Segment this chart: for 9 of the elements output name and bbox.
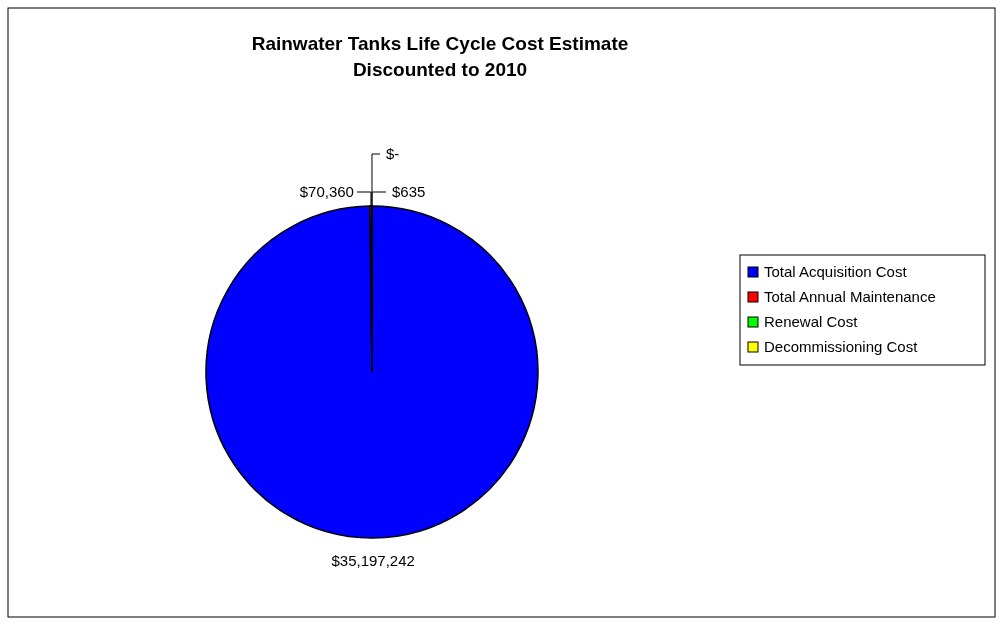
chart-title: Rainwater Tanks Life Cycle Cost Estimate Discounted to 2010 <box>251 33 629 80</box>
legend-label: Total Annual Maintenance <box>764 288 936 305</box>
legend-label: Total Acquisition Cost <box>764 263 908 280</box>
text: $- <box>385 145 400 162</box>
data-label: $35,197,242 <box>331 552 415 569</box>
data-label: $70,360 <box>299 183 354 200</box>
data-label: $635 <box>391 183 426 200</box>
legend-label: Decommissioning Cost <box>764 338 919 355</box>
legend-label: Renewal Cost <box>764 313 859 330</box>
